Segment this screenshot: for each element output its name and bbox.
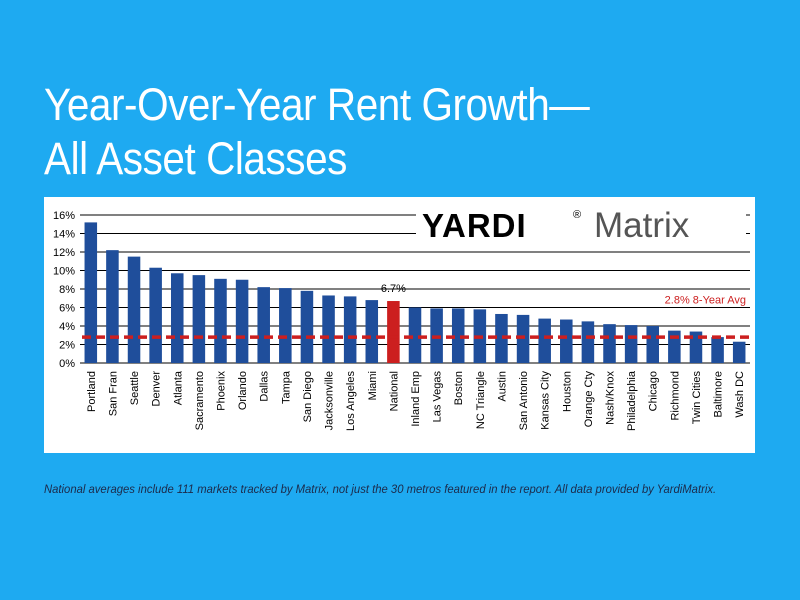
bar-philadelphia: [625, 325, 638, 363]
x-tick-label-kansas-city: Kansas City: [540, 371, 552, 430]
x-tick-label-orange-cty: Orange Cty: [583, 371, 595, 428]
average-line-label: 2.8% 8-Year Avg: [665, 295, 746, 307]
data-label-national: 6.7%: [381, 283, 406, 295]
logo-registered-mark: ®: [573, 209, 581, 221]
x-tick-label-los-angeles: Los Angeles: [345, 371, 357, 431]
logo-product: Matrix: [594, 206, 689, 246]
x-tick-label-las-vegas: Las Vegas: [432, 371, 444, 423]
y-tick-label-14: 14%: [53, 229, 75, 241]
x-tick-label-san-diego: San Diego: [302, 371, 314, 422]
bar-wash-dc: [733, 342, 746, 363]
bar-portland: [85, 222, 98, 363]
x-tick-label-denver: Denver: [151, 371, 163, 407]
x-tick-label-twin-cities: Twin Cities: [691, 371, 703, 425]
y-tick-label-12: 12%: [53, 247, 75, 259]
bar-nash-knox: [603, 324, 616, 363]
x-tick-label-phoenix: Phoenix: [215, 371, 227, 411]
page-title: Year-Over-Year Rent Growth— All Asset Cl…: [44, 78, 589, 186]
x-tick-label-houston: Houston: [561, 371, 573, 412]
x-tick-label-nash-knox: Nash/Knox: [605, 371, 617, 425]
bar-san-fran: [106, 250, 119, 363]
bar-kansas-city: [538, 319, 551, 363]
bar-san-antonio: [517, 315, 530, 363]
x-tick-label-boston: Boston: [453, 371, 465, 405]
x-tick-label-baltimore: Baltimore: [713, 371, 725, 417]
title-line-2: All Asset Classes: [44, 132, 589, 186]
bar-seattle: [128, 257, 141, 363]
x-tick-label-san-antonio: San Antonio: [518, 371, 530, 430]
x-tick-label-tampa: Tampa: [280, 370, 292, 404]
bar-tampa: [279, 288, 292, 363]
bar-orange-cty: [582, 321, 595, 363]
bar-orlando: [236, 280, 249, 363]
x-tick-label-seattle: Seattle: [129, 371, 141, 405]
x-tick-label-nc-triangle: NC Triangle: [475, 371, 487, 429]
y-tick-label-6: 6%: [59, 303, 75, 315]
yardi-matrix-logo: YARDI ® Matrix: [416, 203, 746, 247]
x-tick-label-national: National: [388, 371, 400, 411]
bar-miami: [366, 300, 379, 363]
x-tick-label-wash-dc: Wash DC: [734, 371, 746, 418]
logo-brand: YARDI: [422, 207, 527, 245]
bar-baltimore: [711, 337, 724, 363]
bar-san-diego: [301, 291, 314, 363]
y-tick-label-0: 0%: [59, 358, 75, 370]
bar-sacramento: [193, 275, 206, 363]
x-tick-label-portland: Portland: [86, 371, 98, 412]
title-line-1: Year-Over-Year Rent Growth—: [44, 78, 589, 132]
x-tick-label-chicago: Chicago: [648, 371, 660, 411]
bar-chicago: [646, 326, 659, 363]
bar-houston: [560, 320, 573, 363]
x-tick-label-miami: Miami: [367, 371, 379, 400]
x-tick-label-inland-emp: Inland Emp: [410, 371, 422, 427]
x-tick-label-atlanta: Atlanta: [172, 370, 184, 405]
bar-inland-emp: [409, 308, 422, 364]
y-tick-label-2: 2%: [59, 340, 75, 352]
x-tick-label-orlando: Orlando: [237, 371, 249, 410]
y-tick-label-16: 16%: [53, 210, 75, 222]
x-tick-label-austin: Austin: [496, 371, 508, 402]
x-tick-label-san-fran: San Fran: [107, 371, 119, 416]
footnote: National averages include 111 markets tr…: [44, 482, 721, 496]
chart-panel: 0% 2% 4% 6% 8% 10% 12% 14% 16% Portland San Fran Se…: [44, 197, 755, 453]
bar-denver: [149, 268, 162, 363]
y-tick-label-8: 8%: [59, 284, 75, 296]
bar-los-angeles: [344, 296, 357, 363]
x-tick-label-richmond: Richmond: [669, 371, 681, 421]
bar-national: [387, 301, 400, 363]
x-tick-label-philadelphia: Philadelphia: [626, 370, 638, 431]
bar-phoenix: [214, 279, 227, 363]
bar-jacksonville: [322, 295, 335, 363]
x-tick-label-sacramento: Sacramento: [194, 371, 206, 430]
bar-dallas: [257, 287, 270, 363]
y-tick-label-10: 10%: [53, 266, 75, 278]
bar-atlanta: [171, 273, 184, 363]
y-tick-label-4: 4%: [59, 321, 75, 333]
x-tick-label-jacksonville: Jacksonville: [324, 371, 336, 430]
x-tick-label-dallas: Dallas: [259, 371, 271, 402]
